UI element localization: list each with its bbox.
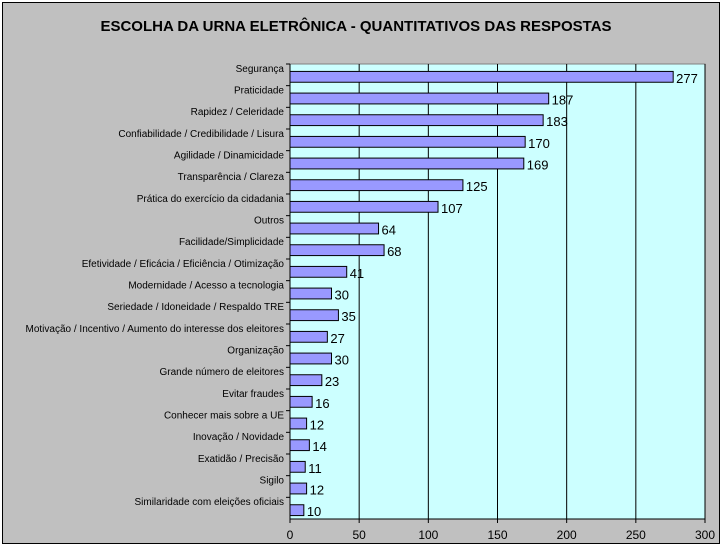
value-label-7: 64	[382, 223, 396, 238]
axes	[286, 63, 706, 523]
category-label-12: Motivação / Incentivo / Aumento do inter…	[26, 324, 284, 335]
category-label-9: Efetividade / Eficácia / Eficiência / Ot…	[82, 259, 285, 270]
value-label-16: 12	[310, 418, 324, 433]
value-label-20: 10	[307, 504, 321, 519]
bar-2	[289, 114, 544, 127]
category-labels: Segurança Praticidade Rapidez / Celeridade…	[26, 64, 285, 508]
category-label-19: Sigilo	[260, 476, 285, 487]
value-label-10: 30	[335, 288, 349, 303]
category-label-18: Exatidão / Precisão	[198, 454, 285, 465]
bar-3	[289, 135, 526, 148]
x-tick-label-250: 250	[626, 528, 646, 542]
category-label-7: Outros	[254, 216, 284, 227]
value-label-0: 277	[676, 71, 698, 86]
bar-12	[289, 330, 328, 343]
bar-19	[289, 482, 308, 495]
bar-15	[289, 395, 313, 408]
category-label-11: Seriedade / Idoneidade / Respaldo TRE	[107, 302, 284, 313]
category-label-2: Rapidez / Celeridade	[191, 107, 285, 118]
bar-14	[289, 374, 323, 387]
tick-labels: 0 50 100 150 200 250 300	[287, 528, 716, 542]
bar-20	[289, 504, 305, 517]
x-tick-label-100: 100	[418, 528, 438, 542]
value-label-19: 12	[310, 483, 324, 498]
value-label-3: 170	[528, 136, 550, 151]
x-tick-label-150: 150	[487, 528, 507, 542]
category-label-6: Prática do exercício da cidadania	[137, 194, 285, 205]
value-label-13: 30	[335, 353, 349, 368]
category-label-3: Confiabilidade / Credibilidade / Lisura	[118, 129, 284, 140]
bar-9	[289, 265, 348, 278]
category-label-13: Organização	[227, 346, 284, 357]
value-label-4: 169	[527, 158, 549, 173]
category-label-10: Modernidade / Acesso a tecnologia	[128, 281, 284, 292]
value-label-2: 183	[546, 114, 568, 129]
value-label-9: 41	[350, 266, 364, 281]
bar-chart: ESCOLHA DA URNA ELETRÔNICA - QUANTITATIV…	[26, 17, 716, 542]
category-label-0: Segurança	[236, 64, 285, 75]
bar-8	[289, 244, 385, 257]
value-label-15: 16	[315, 396, 329, 411]
bar-7	[289, 222, 380, 235]
value-label-11: 35	[341, 309, 355, 324]
bar-4	[289, 157, 525, 170]
bar-1	[289, 92, 550, 105]
bar-0	[289, 70, 674, 83]
value-label-5: 125	[466, 179, 488, 194]
bar-13	[289, 352, 332, 365]
category-label-14: Grande número de eleitores	[159, 367, 284, 378]
x-tick-label-50: 50	[352, 528, 366, 542]
value-label-12: 27	[330, 331, 344, 346]
category-label-17: Inovação / Novidade	[193, 432, 285, 443]
bar-16	[289, 417, 308, 430]
category-label-5: Transparência / Clareza	[178, 172, 285, 183]
value-label-8: 68	[387, 244, 401, 259]
chart-title: ESCOLHA DA URNA ELETRÔNICA - QUANTITATIV…	[100, 17, 611, 35]
category-label-16: Conhecer mais sobre a UE	[164, 411, 284, 422]
value-label-17: 14	[312, 439, 326, 454]
bar-6	[289, 200, 439, 213]
value-label-1: 187	[552, 93, 574, 108]
category-label-1: Praticidade	[234, 86, 284, 97]
bar-5	[289, 179, 464, 192]
value-label-14: 23	[325, 374, 339, 389]
bar-17	[289, 439, 310, 452]
category-label-15: Evitar fraudes	[222, 389, 284, 400]
category-label-20: Similaridade com eleições oficiais	[134, 497, 284, 508]
category-label-4: Agilidade / Dinamicidade	[174, 151, 285, 162]
bar-11	[289, 309, 339, 322]
category-label-8: Facilidade/Simplicidade	[179, 237, 284, 248]
value-label-6: 107	[441, 201, 463, 216]
bar-10	[289, 287, 332, 300]
x-tick-label-300: 300	[695, 528, 715, 542]
bar-18	[289, 460, 306, 473]
x-tick-label-200: 200	[557, 528, 577, 542]
value-labels: 2771871831701691251076468413035273023161…	[307, 71, 698, 519]
value-label-18: 11	[308, 461, 322, 476]
x-tick-label-0: 0	[287, 528, 294, 542]
